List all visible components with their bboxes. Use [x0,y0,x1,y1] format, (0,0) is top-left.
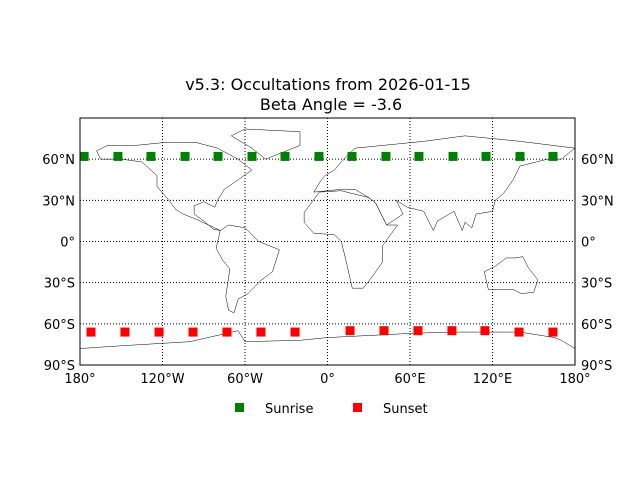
legend-marker-sunset [353,403,362,412]
sunrise-point [113,151,123,161]
y-tick-label-left: 30°S [44,277,75,292]
legend-label-sunrise: Sunrise [265,402,313,417]
sunset-point [188,327,198,337]
sunrise-point [247,151,257,161]
sunrise-point [381,151,391,161]
sunrise-point [414,151,424,161]
sunrise-point [347,151,357,161]
sunrise-point [314,151,324,161]
coastline-2 [230,128,301,160]
sunset-point [413,326,423,336]
y-tick-label-left: 30°N [42,194,75,209]
legend: Sunrise Sunset [235,402,428,417]
chart-subtitle: Beta Angle = -3.6 [260,95,402,114]
sunset-point [345,326,355,336]
y-tick-label-left: 90°S [44,359,75,374]
sunset-point [514,327,524,337]
sunset-point [480,326,490,336]
sunrise-point [79,151,89,161]
gridlines [80,118,575,365]
y-tick-label-left: 60°S [44,318,75,333]
map-frame [79,117,576,366]
y-tick-label-right: 90°S [581,359,612,374]
sunset-point [256,327,266,337]
sunrise-point [548,151,558,161]
y-tick-label-right: 30°N [581,194,614,209]
sunset-point [447,326,457,336]
sunset-point [120,327,130,337]
coastline-6 [79,330,576,349]
sunrise-point [515,151,525,161]
x-tick-label: 0° [320,372,335,387]
sunrise-point [280,151,290,161]
coastline-5 [484,256,539,294]
chart-title: v5.3: Occultations from 2026-01-15 [185,75,471,94]
y-tick-label-left: 60°N [42,153,75,168]
x-tick-label: 120°W [140,372,184,387]
coastline-4 [303,190,399,289]
x-tick-label: 60°W [227,372,263,387]
x-tick-label: 60°E [394,372,425,387]
x-tick-label: 120°E [473,372,513,387]
y-tick-label-right: 30°S [581,277,612,292]
sunrise-point [180,151,190,161]
legend-label-sunset: Sunset [383,402,428,417]
y-tick-label-left: 0° [60,236,75,251]
y-tick-label-right: 0° [581,236,596,251]
sunset-point [86,327,96,337]
x-tick-label: 180° [64,372,95,387]
y-tick-label-right: 60°S [581,318,612,333]
legend-marker-sunrise [235,403,244,412]
x-tick-label: 180° [559,372,590,387]
sunset-point [290,327,300,337]
sunset-point [379,326,389,336]
coastline-1 [215,224,280,314]
sunrise-point [146,151,156,161]
coastline-0 [96,142,253,231]
sunrise-point [213,151,223,161]
y-tick-label-right: 60°N [581,153,614,168]
sunrise-point [481,151,491,161]
sunset-point [154,327,164,337]
sunrise-point [448,151,458,161]
coastline-3 [313,135,576,232]
sunset-point [548,327,558,337]
sunset-point [222,327,232,337]
